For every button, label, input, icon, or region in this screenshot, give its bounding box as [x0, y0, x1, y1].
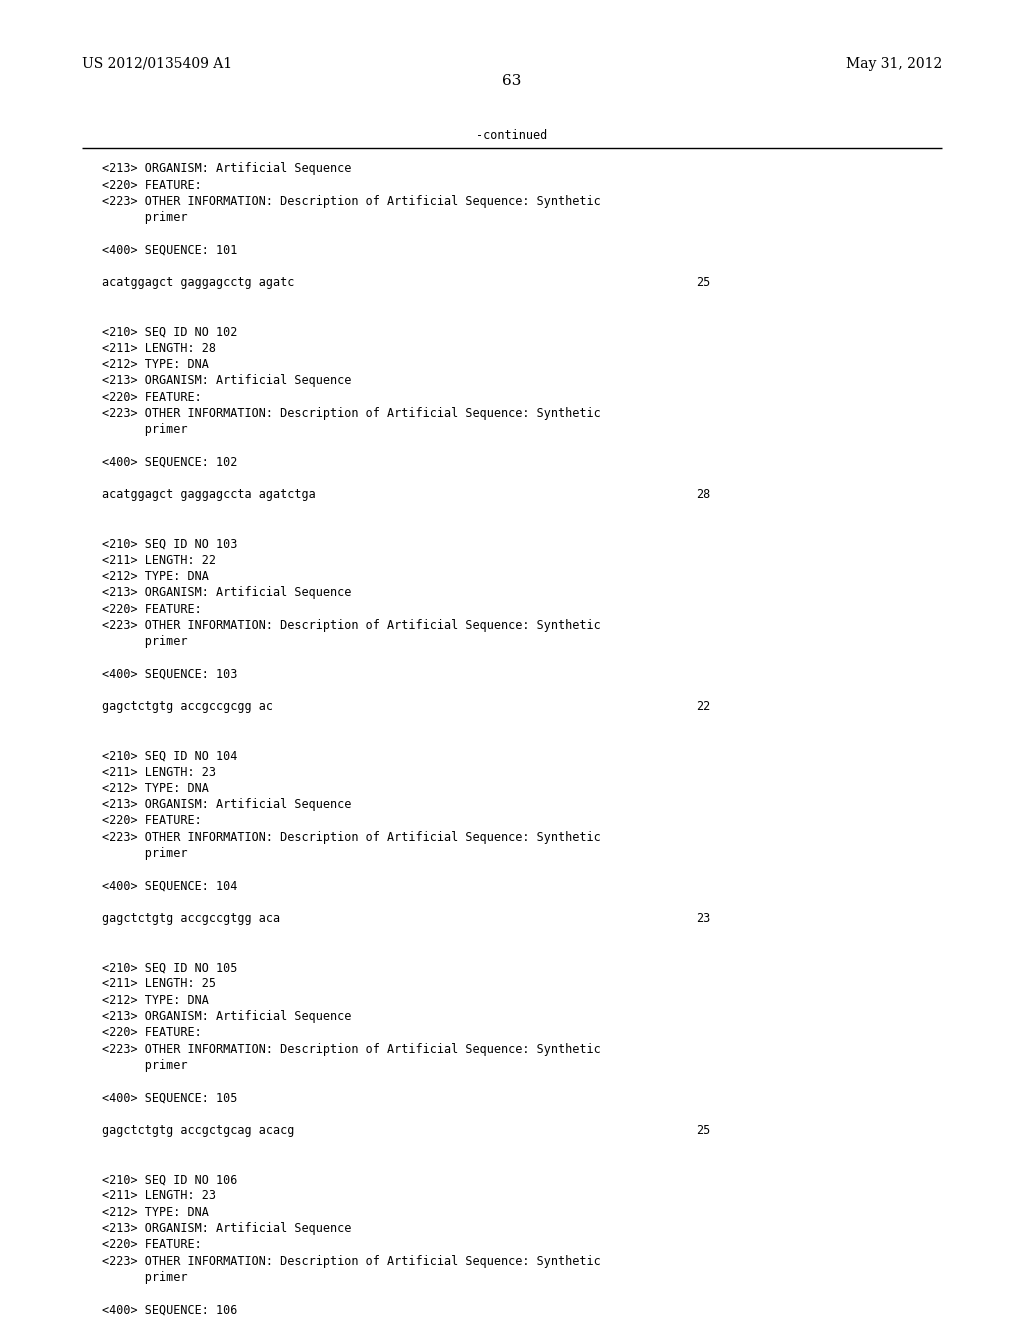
Text: acatggagct gaggagccta agatctga: acatggagct gaggagccta agatctga [102, 488, 316, 502]
Text: <213> ORGANISM: Artificial Sequence: <213> ORGANISM: Artificial Sequence [102, 799, 352, 810]
Text: <223> OTHER INFORMATION: Description of Artificial Sequence: Synthetic: <223> OTHER INFORMATION: Description of … [102, 1043, 601, 1056]
Text: <223> OTHER INFORMATION: Description of Artificial Sequence: Synthetic: <223> OTHER INFORMATION: Description of … [102, 407, 601, 420]
Text: <212> TYPE: DNA: <212> TYPE: DNA [102, 358, 209, 371]
Text: May 31, 2012: May 31, 2012 [846, 57, 942, 71]
Text: <400> SEQUENCE: 103: <400> SEQUENCE: 103 [102, 668, 238, 681]
Text: <220> FEATURE:: <220> FEATURE: [102, 178, 202, 191]
Text: <223> OTHER INFORMATION: Description of Artificial Sequence: Synthetic: <223> OTHER INFORMATION: Description of … [102, 1254, 601, 1267]
Text: acatggagct gaggagcctg agatc: acatggagct gaggagcctg agatc [102, 276, 295, 289]
Text: <211> LENGTH: 23: <211> LENGTH: 23 [102, 766, 216, 779]
Text: -continued: -continued [476, 129, 548, 143]
Text: <210> SEQ ID NO 103: <210> SEQ ID NO 103 [102, 537, 238, 550]
Text: 63: 63 [503, 74, 521, 88]
Text: <212> TYPE: DNA: <212> TYPE: DNA [102, 1205, 209, 1218]
Text: <210> SEQ ID NO 106: <210> SEQ ID NO 106 [102, 1173, 238, 1187]
Text: <400> SEQUENCE: 102: <400> SEQUENCE: 102 [102, 455, 238, 469]
Text: primer: primer [102, 635, 187, 648]
Text: <400> SEQUENCE: 106: <400> SEQUENCE: 106 [102, 1304, 238, 1316]
Text: <400> SEQUENCE: 101: <400> SEQUENCE: 101 [102, 244, 238, 257]
Text: primer: primer [102, 1271, 187, 1284]
Text: <213> ORGANISM: Artificial Sequence: <213> ORGANISM: Artificial Sequence [102, 375, 352, 387]
Text: <220> FEATURE:: <220> FEATURE: [102, 1027, 202, 1039]
Text: <400> SEQUENCE: 105: <400> SEQUENCE: 105 [102, 1092, 238, 1105]
Text: <211> LENGTH: 28: <211> LENGTH: 28 [102, 342, 216, 355]
Text: <220> FEATURE:: <220> FEATURE: [102, 391, 202, 404]
Text: primer: primer [102, 424, 187, 436]
Text: <210> SEQ ID NO 104: <210> SEQ ID NO 104 [102, 750, 238, 762]
Text: 25: 25 [696, 1125, 711, 1137]
Text: <211> LENGTH: 23: <211> LENGTH: 23 [102, 1189, 216, 1203]
Text: <213> ORGANISM: Artificial Sequence: <213> ORGANISM: Artificial Sequence [102, 1222, 352, 1236]
Text: <212> TYPE: DNA: <212> TYPE: DNA [102, 994, 209, 1007]
Text: <212> TYPE: DNA: <212> TYPE: DNA [102, 570, 209, 583]
Text: gagctctgtg accgctgcag acacg: gagctctgtg accgctgcag acacg [102, 1125, 295, 1137]
Text: <212> TYPE: DNA: <212> TYPE: DNA [102, 781, 209, 795]
Text: 23: 23 [696, 912, 711, 925]
Text: primer: primer [102, 1059, 187, 1072]
Text: <210> SEQ ID NO 102: <210> SEQ ID NO 102 [102, 325, 238, 338]
Text: <223> OTHER INFORMATION: Description of Artificial Sequence: Synthetic: <223> OTHER INFORMATION: Description of … [102, 830, 601, 843]
Text: 25: 25 [696, 276, 711, 289]
Text: <220> FEATURE:: <220> FEATURE: [102, 1238, 202, 1251]
Text: US 2012/0135409 A1: US 2012/0135409 A1 [82, 57, 232, 71]
Text: 22: 22 [696, 701, 711, 713]
Text: <220> FEATURE:: <220> FEATURE: [102, 814, 202, 828]
Text: <210> SEQ ID NO 105: <210> SEQ ID NO 105 [102, 961, 238, 974]
Text: <400> SEQUENCE: 104: <400> SEQUENCE: 104 [102, 879, 238, 892]
Text: <223> OTHER INFORMATION: Description of Artificial Sequence: Synthetic: <223> OTHER INFORMATION: Description of … [102, 619, 601, 632]
Text: <220> FEATURE:: <220> FEATURE: [102, 602, 202, 615]
Text: <223> OTHER INFORMATION: Description of Artificial Sequence: Synthetic: <223> OTHER INFORMATION: Description of … [102, 195, 601, 209]
Text: <211> LENGTH: 25: <211> LENGTH: 25 [102, 977, 216, 990]
Text: 28: 28 [696, 488, 711, 502]
Text: primer: primer [102, 211, 187, 224]
Text: <211> LENGTH: 22: <211> LENGTH: 22 [102, 553, 216, 566]
Text: <213> ORGANISM: Artificial Sequence: <213> ORGANISM: Artificial Sequence [102, 586, 352, 599]
Text: <213> ORGANISM: Artificial Sequence: <213> ORGANISM: Artificial Sequence [102, 162, 352, 176]
Text: primer: primer [102, 847, 187, 861]
Text: <213> ORGANISM: Artificial Sequence: <213> ORGANISM: Artificial Sequence [102, 1010, 352, 1023]
Text: gagctctgtg accgccgcgg ac: gagctctgtg accgccgcgg ac [102, 701, 273, 713]
Text: gagctctgtg accgccgtgg aca: gagctctgtg accgccgtgg aca [102, 912, 281, 925]
